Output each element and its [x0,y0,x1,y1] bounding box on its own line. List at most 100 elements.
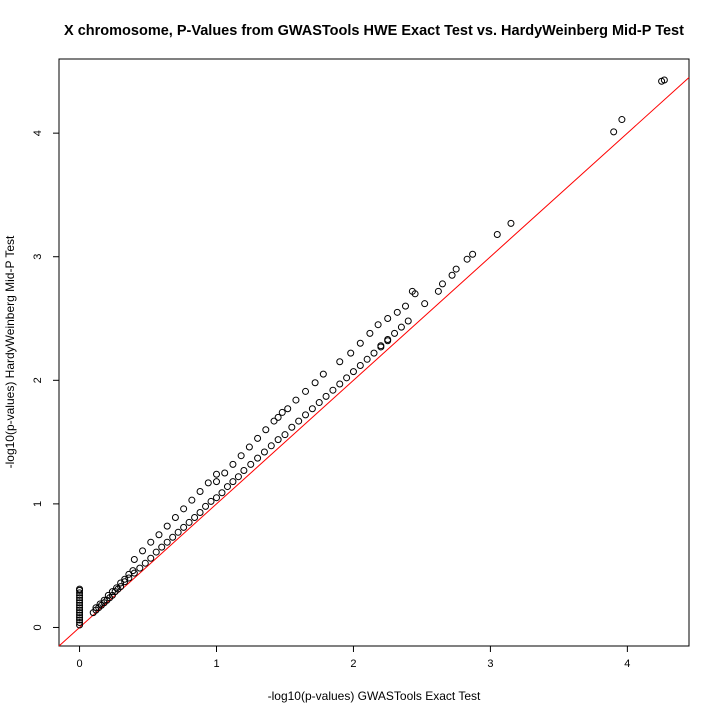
data-point [336,358,344,366]
data-point [391,329,399,337]
data-point [229,460,237,468]
data-point [76,601,84,609]
data-point [171,513,179,521]
data-point [76,594,84,602]
data-point [254,454,262,462]
reference-line [58,77,690,647]
data-point [121,578,129,586]
data-point [76,589,84,597]
data-point [329,386,337,394]
data-point [196,509,204,517]
data-point [434,287,442,295]
data-point [295,417,303,425]
data-point [660,76,668,84]
data-point [292,396,300,404]
data-point [618,116,626,124]
data-point [270,417,278,425]
data-point [96,600,104,608]
data-point [237,452,245,460]
data-point [185,518,193,526]
data-point [262,426,270,434]
data-point [384,315,392,323]
data-point [610,128,618,136]
data-point [174,528,182,536]
data-point [366,329,374,337]
data-point [493,230,501,238]
data-point [288,423,296,431]
data-point [223,483,231,491]
data-point [117,579,125,587]
data-point [411,290,419,298]
x-tick-label: 2 [350,658,356,670]
data-point [76,619,84,627]
data-point [196,488,204,496]
data-point [152,548,160,556]
data-point [125,574,133,582]
y-tick-label: 3 [32,254,44,260]
y-tick-label: 4 [32,130,44,136]
data-point [402,302,409,310]
data-point [384,336,392,344]
data-point [104,591,112,599]
x-axis: 0 1 2 3 4 [76,646,630,670]
data-point [404,317,412,325]
data-point [169,533,177,541]
x-tick-label: 1 [213,658,219,670]
data-point [356,339,364,347]
data-point [347,349,355,357]
data-point [213,470,220,478]
data-point [229,478,237,486]
data-point [374,321,382,329]
data-point [260,448,268,456]
x-tick-label: 4 [624,658,630,670]
data-point [267,442,275,450]
data-point [393,308,401,316]
data-point [76,614,84,622]
data-point [245,443,253,451]
data-point [438,280,446,288]
data-point [247,460,255,468]
data-point [254,434,262,442]
plot-frame [58,58,690,647]
data-point [108,588,116,596]
data-point [336,380,344,388]
data-point [302,411,310,419]
y-tick-label: 0 [32,624,44,630]
data-point [218,489,226,497]
data-point [130,569,138,577]
data-point [76,596,84,604]
data-point [76,606,84,614]
data-point [155,531,163,539]
data-point [188,496,196,504]
data-point [207,497,215,505]
data-point [158,543,166,551]
data-point [234,473,242,481]
data-point [76,604,84,612]
data-point [319,370,327,378]
data-point [322,392,330,400]
data-point [274,413,282,421]
x-tick-label: 0 [76,658,82,670]
data-point [100,596,108,604]
data-point [349,368,357,376]
data-point [421,300,429,308]
data-point [113,584,121,592]
data-point [274,436,282,444]
data-point [76,611,84,619]
data-point [278,408,286,416]
data-point [163,538,171,546]
data-point [180,523,188,531]
data-point [507,219,515,227]
data-point [448,271,456,279]
data-point [147,554,155,562]
data-point [76,585,84,593]
data-point [76,621,84,629]
data-point [130,555,138,563]
data-point [281,431,289,439]
data-point [139,547,147,555]
data-point [397,323,405,331]
data-point [76,609,84,617]
data-point [356,361,364,369]
data-point [147,538,155,546]
